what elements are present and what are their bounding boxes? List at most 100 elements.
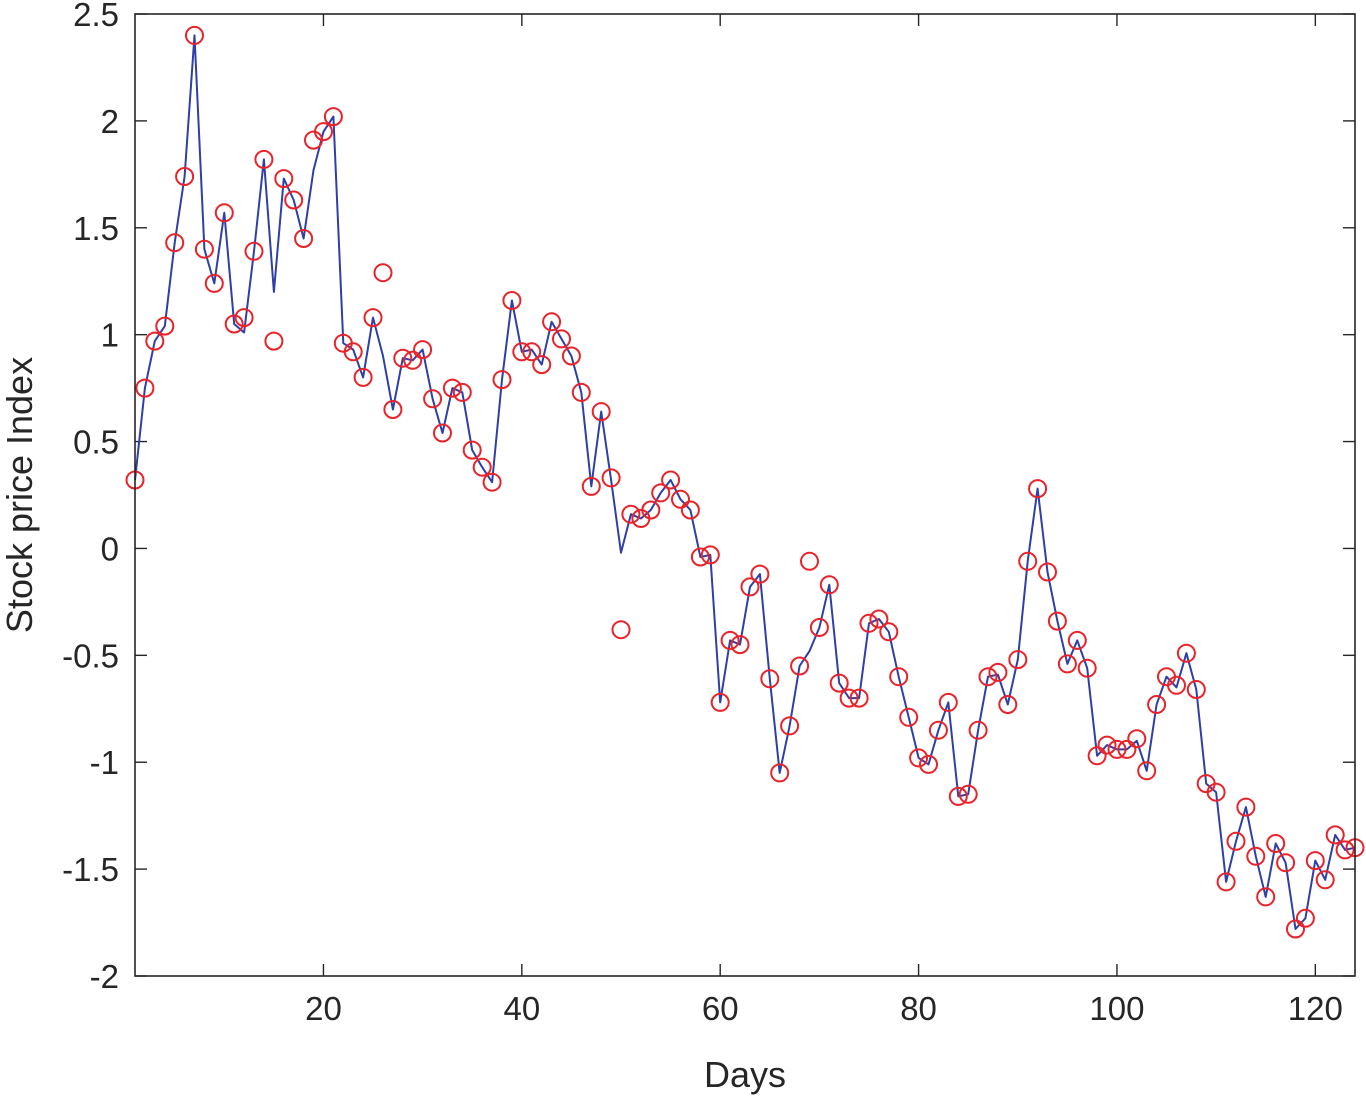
data-point-marker xyxy=(145,331,165,351)
data-point-marker xyxy=(244,241,264,261)
data-point-marker xyxy=(393,348,413,368)
data-point-marker xyxy=(571,382,591,402)
data-point-marker xyxy=(135,378,155,398)
data-point-marker xyxy=(1087,746,1107,766)
data-point-marker xyxy=(1186,680,1206,699)
x-tick-label: 60 xyxy=(702,990,739,1027)
data-point-marker xyxy=(482,472,502,492)
data-point-marker xyxy=(353,367,373,387)
data-point-marker xyxy=(542,312,562,332)
data-point-marker xyxy=(1018,551,1038,571)
data-point-marker xyxy=(790,656,810,676)
data-point-marker xyxy=(194,239,214,259)
data-point-marker xyxy=(700,545,720,565)
data-point-marker xyxy=(373,263,393,283)
data-point-marker xyxy=(1176,643,1196,663)
data-point-marker xyxy=(998,695,1018,714)
data-point-marker xyxy=(1305,851,1325,871)
data-point-marker xyxy=(561,346,581,366)
data-point-marker xyxy=(343,342,363,362)
y-tick-label: -1.5 xyxy=(62,851,119,888)
data-point-marker xyxy=(442,378,462,398)
data-point-marker xyxy=(383,400,403,419)
data-point-marker xyxy=(1117,739,1137,759)
data-point-marker xyxy=(185,25,204,45)
y-tick-label: 1.5 xyxy=(73,210,119,247)
data-point-marker xyxy=(1127,729,1147,749)
data-point-marker xyxy=(919,754,938,774)
data-point-marker xyxy=(1236,797,1256,817)
data-point-marker xyxy=(264,331,284,351)
x-axis-title: Days xyxy=(704,1054,786,1095)
data-point-marker xyxy=(1295,908,1315,928)
y-tick-label: -2 xyxy=(90,958,119,995)
data-point-marker xyxy=(1256,887,1276,907)
data-point-marker xyxy=(829,673,849,693)
data-point-marker xyxy=(859,613,879,633)
data-point-marker xyxy=(552,329,571,349)
data-point-marker xyxy=(760,669,780,689)
data-point-marker xyxy=(294,229,314,248)
data-point-marker xyxy=(452,382,472,402)
data-point-marker xyxy=(175,167,195,186)
data-point-marker xyxy=(1137,761,1157,781)
data-point-marker xyxy=(899,707,919,727)
data-point-marker xyxy=(413,340,433,360)
data-point-marker xyxy=(819,575,839,595)
data-point-marker xyxy=(363,308,383,328)
y-tick-label: -0.5 xyxy=(62,637,119,674)
x-tick-label: 120 xyxy=(1288,990,1343,1027)
data-point-marker xyxy=(284,190,304,210)
y-tick-label: 1 xyxy=(101,317,119,354)
data-point-marker xyxy=(1315,870,1335,890)
data-point-marker xyxy=(680,500,700,520)
data-point-marker xyxy=(1206,782,1226,802)
data-point-marker xyxy=(472,457,492,477)
data-point-marker xyxy=(1226,831,1246,851)
data-point-marker xyxy=(1246,846,1266,866)
data-point-marker xyxy=(274,169,294,189)
plot-area-background xyxy=(135,14,1355,976)
data-point-marker xyxy=(968,720,988,740)
data-point-marker xyxy=(730,635,750,655)
data-point-marker xyxy=(581,476,601,496)
data-point-marker xyxy=(204,273,224,293)
data-point-marker xyxy=(938,692,958,712)
y-axis-title: Stock price Index xyxy=(0,357,40,633)
data-point-marker xyxy=(165,233,185,253)
data-point-marker xyxy=(323,107,343,127)
data-point-marker xyxy=(1057,654,1077,674)
data-point-marker xyxy=(1167,675,1186,695)
plot-area-frame xyxy=(134,13,1356,977)
data-point-marker xyxy=(889,667,909,687)
data-point-marker xyxy=(928,720,948,740)
data-point-marker xyxy=(879,622,899,642)
data-point-marker xyxy=(234,308,254,328)
y-tick-label: 0.5 xyxy=(73,424,119,461)
data-point-marker xyxy=(988,662,1008,682)
data-point-marker xyxy=(522,342,542,362)
x-tick-label: 20 xyxy=(305,990,342,1027)
data-point-marker xyxy=(611,620,631,640)
data-point-marker xyxy=(1216,872,1236,892)
data-point-marker xyxy=(512,342,532,362)
series-marker-layer xyxy=(125,25,1365,939)
data-point-marker xyxy=(690,547,710,567)
series-line xyxy=(134,34,1356,930)
data-point-marker xyxy=(978,667,998,687)
data-point-marker xyxy=(1286,919,1305,939)
data-point-marker xyxy=(1067,630,1087,650)
data-point-marker xyxy=(641,500,661,520)
data-point-marker xyxy=(214,203,234,223)
data-point-marker xyxy=(849,688,869,708)
axes: 20 40 60 80 100 120 -2 -1.5 -1 -0.5 0 0.5 1 1.5 2 2.5 xyxy=(62,0,1355,1027)
data-point-marker xyxy=(591,402,611,422)
data-point-marker xyxy=(770,763,790,783)
data-point-marker xyxy=(1107,739,1127,759)
series-line-layer xyxy=(134,34,1356,930)
data-point-marker xyxy=(433,423,452,443)
data-point-marker xyxy=(710,692,730,712)
data-point-marker xyxy=(909,748,929,768)
data-point-marker xyxy=(155,316,175,336)
